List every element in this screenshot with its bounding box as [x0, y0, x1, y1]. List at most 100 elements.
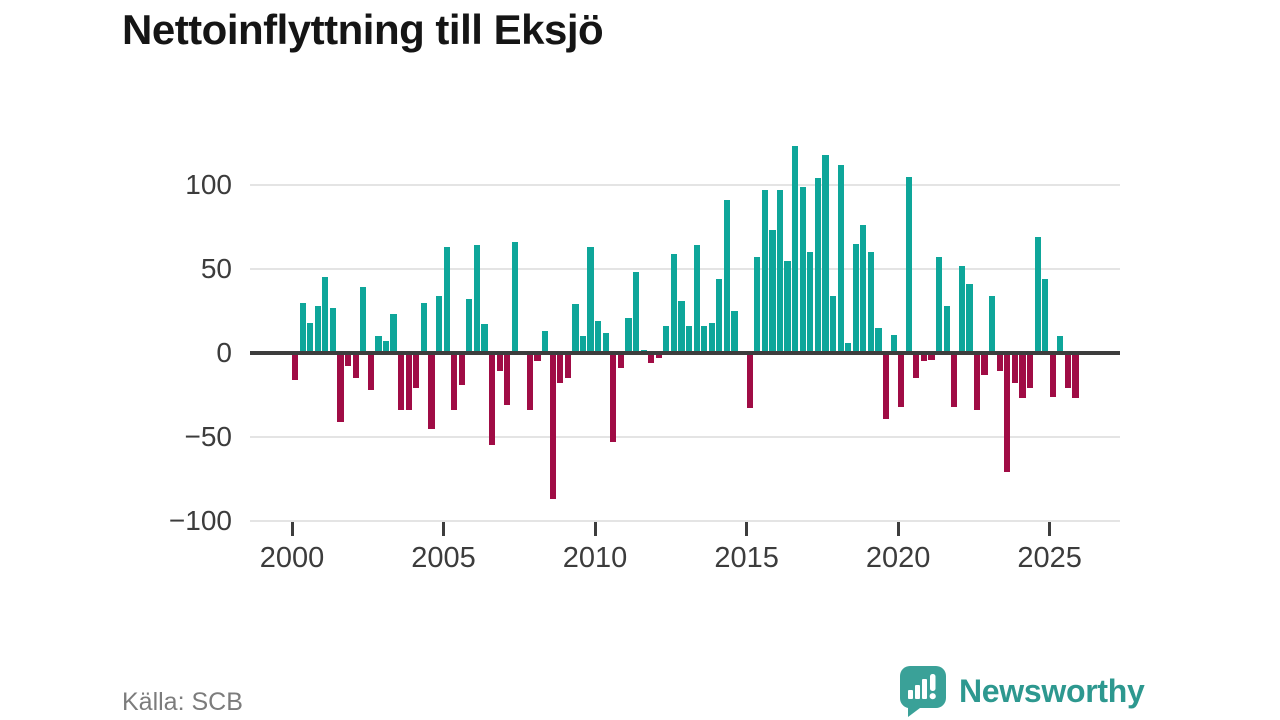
- bar-positive: [466, 299, 473, 353]
- bar-positive: [822, 154, 829, 353]
- x-tick-mark: [1048, 522, 1052, 536]
- bar-negative: [746, 353, 753, 409]
- bar-negative: [1004, 353, 1011, 473]
- bar-negative: [1064, 353, 1072, 389]
- bar-positive: [382, 341, 390, 353]
- bar-positive: [799, 186, 806, 353]
- bar-positive: [776, 190, 784, 353]
- bar-positive: [829, 295, 837, 353]
- x-tick-mark: [290, 522, 294, 536]
- bar-negative: [1019, 353, 1026, 399]
- bar-positive: [905, 176, 912, 353]
- bar-negative: [398, 353, 405, 411]
- bar-positive: [784, 260, 791, 353]
- bar-negative: [920, 353, 928, 362]
- x-tick-mark: [442, 522, 446, 536]
- bar-negative: [413, 353, 420, 389]
- bar-positive: [936, 257, 943, 353]
- bar-positive: [322, 277, 329, 353]
- x-tick-label: 2000: [259, 542, 325, 574]
- y-gridline: [250, 436, 1120, 438]
- bar-positive: [299, 302, 306, 353]
- brand-name: Newsworthy: [959, 672, 1145, 709]
- bar-negative: [451, 353, 458, 411]
- bar-positive: [443, 247, 450, 353]
- bar-positive: [307, 322, 314, 353]
- brand-lockup: Newsworthy: [898, 664, 1145, 718]
- bar-negative: [996, 353, 1003, 372]
- y-tick-label: 100: [185, 169, 232, 200]
- bar-negative: [913, 353, 920, 379]
- bar-negative: [648, 353, 655, 364]
- bar-negative: [534, 353, 541, 362]
- x-tick-mark: [745, 522, 749, 536]
- bar-negative: [496, 353, 503, 372]
- bar-negative: [405, 353, 412, 411]
- y-tick-label: 0: [216, 337, 232, 368]
- bar-positive: [875, 327, 882, 353]
- bar-negative: [973, 353, 981, 411]
- bar-positive: [845, 342, 852, 353]
- bar-positive: [731, 311, 738, 353]
- bar-positive: [360, 287, 367, 353]
- bar-negative: [1072, 353, 1079, 399]
- y-tick-label: −100: [168, 505, 232, 536]
- bar-positive: [1034, 237, 1041, 353]
- bar-positive: [1057, 336, 1064, 353]
- bar-positive: [837, 164, 844, 353]
- y-gridline: [250, 268, 1120, 270]
- newsworthy-logo-icon: [900, 666, 946, 717]
- bar-positive: [625, 317, 632, 353]
- bar-positive: [511, 242, 518, 353]
- bar-positive: [314, 305, 321, 353]
- bar-positive: [989, 295, 996, 353]
- bar-negative: [1049, 353, 1056, 397]
- bar-positive: [966, 284, 973, 353]
- source-note: Källa: SCB: [122, 688, 243, 716]
- bar-positive: [693, 245, 700, 353]
- x-tick-label: 2015: [714, 542, 779, 574]
- bar-positive: [685, 326, 693, 353]
- bar-positive: [632, 272, 640, 353]
- bar-negative: [526, 353, 534, 411]
- bar-negative: [504, 353, 511, 406]
- bar-positive: [329, 307, 337, 353]
- bar-negative: [488, 353, 496, 446]
- bar-negative: [458, 353, 465, 385]
- bar-positive: [572, 304, 579, 353]
- bar-positive: [792, 146, 799, 353]
- bar-positive: [542, 331, 549, 353]
- x-tick-label: 2010: [562, 542, 628, 574]
- bar-negative: [882, 353, 890, 419]
- bar-negative: [367, 353, 374, 390]
- bar-positive: [807, 252, 814, 353]
- bar-positive: [708, 322, 715, 353]
- bar-positive: [595, 321, 602, 353]
- bar-negative: [292, 353, 299, 380]
- bar-negative: [655, 353, 662, 359]
- bar-positive: [481, 324, 488, 353]
- bar-positive: [670, 253, 678, 353]
- bar-positive: [761, 190, 768, 353]
- bar-positive: [867, 252, 875, 353]
- bar-negative: [617, 353, 624, 369]
- bar-positive: [701, 326, 708, 353]
- bar-positive: [390, 314, 397, 353]
- bar-negative: [564, 353, 571, 379]
- bar-negative: [981, 353, 988, 375]
- bar-positive: [814, 178, 821, 353]
- bar-negative: [345, 353, 352, 367]
- y-gridline: [250, 520, 1120, 522]
- x-tick-label: 2025: [1017, 542, 1082, 574]
- x-tick-mark: [593, 522, 597, 536]
- bar-negative: [428, 353, 435, 429]
- x-tick-label: 2020: [865, 542, 931, 574]
- bar-negative: [549, 353, 556, 500]
- bar-negative: [951, 353, 958, 407]
- bar-positive: [1042, 279, 1049, 353]
- bar-negative: [337, 353, 344, 422]
- bar-positive: [958, 265, 965, 353]
- bar-positive: [716, 279, 723, 353]
- bar-negative: [928, 353, 935, 360]
